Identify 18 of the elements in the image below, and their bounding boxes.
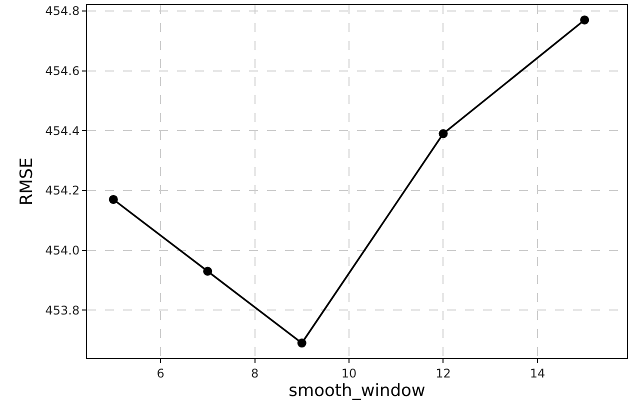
point xyxy=(108,194,118,204)
x-tick-label: 10 xyxy=(341,366,357,380)
point xyxy=(203,266,212,276)
y-tick-label: 454.4 xyxy=(45,124,80,138)
x-tick-label: 14 xyxy=(530,366,546,380)
y-tick-label: 454.0 xyxy=(45,244,80,258)
x-tick-label: 12 xyxy=(436,366,451,380)
y-tick-label: 454.2 xyxy=(45,184,80,198)
y-tick-label: 454.6 xyxy=(45,64,80,78)
y-tick-label: 454.8 xyxy=(45,4,80,18)
y-tick-label: 453.8 xyxy=(45,303,80,318)
x-axis-title: smooth_window xyxy=(288,380,426,401)
point xyxy=(297,338,306,348)
y-axis-title: RMSE xyxy=(16,157,37,206)
x-tick-label: 8 xyxy=(250,366,259,380)
point xyxy=(438,129,448,138)
x-tick-label: 6 xyxy=(156,366,164,380)
point xyxy=(580,15,590,24)
